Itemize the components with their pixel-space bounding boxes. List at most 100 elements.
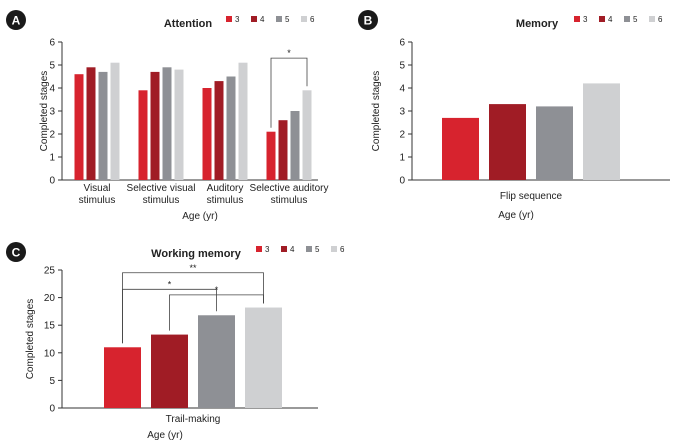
legend-label-4: 4 bbox=[608, 15, 613, 24]
y-tick-label: 1 bbox=[49, 153, 55, 164]
bar-5-cat0 bbox=[198, 315, 235, 408]
significance-label: * bbox=[215, 285, 219, 295]
y-tick-label: 10 bbox=[44, 348, 56, 359]
chart-panel-a: A Attention 3 4 5 6 0 1 2 3 4 5 6 Completed stages Vis… bbox=[6, 10, 328, 222]
legend-label-6: 6 bbox=[340, 245, 345, 254]
y-tick-label: 5 bbox=[49, 376, 55, 387]
significance-label: * bbox=[287, 48, 291, 58]
legend-swatch-3 bbox=[226, 16, 232, 22]
significance-bracket bbox=[122, 288, 217, 344]
x-category-label: Trail-making bbox=[166, 414, 221, 425]
legend-label-3: 3 bbox=[235, 15, 240, 24]
x-category-label: stimulus bbox=[271, 195, 308, 206]
legend-label-6: 6 bbox=[310, 15, 315, 24]
y-axis-label: Completed stages bbox=[39, 71, 50, 152]
panel-badge bbox=[358, 10, 378, 30]
y-tick-label: 2 bbox=[399, 130, 405, 141]
legend-swatch-6 bbox=[331, 246, 337, 252]
significance-bracket bbox=[169, 294, 264, 331]
chart-panel-b: B Memory 3 4 5 6 0 1 2 3 4 5 6 Completed stages Flip s… bbox=[358, 10, 670, 221]
y-tick-label: 2 bbox=[49, 130, 55, 141]
legend-swatch-4 bbox=[251, 16, 257, 22]
significance-bracket bbox=[122, 272, 264, 344]
bar-4-cat1 bbox=[150, 71, 160, 180]
legend-label-3: 3 bbox=[583, 15, 588, 24]
bar-3-cat3 bbox=[266, 131, 276, 180]
bar-6-cat0 bbox=[110, 62, 120, 181]
y-tick-label: 15 bbox=[44, 321, 56, 332]
x-category-label: stimulus bbox=[143, 195, 180, 206]
y-tick-label: 5 bbox=[49, 61, 55, 72]
bar-6-cat0 bbox=[245, 307, 282, 408]
bar-4-cat0 bbox=[86, 67, 96, 180]
y-tick-label: 5 bbox=[399, 61, 405, 72]
y-axis-label: Completed stages bbox=[371, 71, 382, 152]
legend-swatch-5 bbox=[276, 16, 282, 22]
x-category-label: stimulus bbox=[79, 195, 116, 206]
legend-label-4: 4 bbox=[290, 245, 295, 254]
significance-label: * bbox=[168, 279, 172, 289]
bar-6-cat1 bbox=[174, 69, 184, 180]
y-tick-label: 0 bbox=[49, 404, 55, 415]
bar-4-cat0 bbox=[151, 334, 188, 408]
legend-label-5: 5 bbox=[315, 245, 320, 254]
y-tick-label: 1 bbox=[399, 153, 405, 164]
y-tick-label: 0 bbox=[399, 176, 405, 187]
bar-3-cat0 bbox=[74, 74, 84, 180]
y-tick-label: 6 bbox=[399, 38, 405, 49]
y-tick-label: 4 bbox=[399, 84, 405, 95]
y-axis-label: Completed stages bbox=[25, 299, 36, 380]
y-tick-label: 25 bbox=[44, 266, 56, 277]
legend-swatch-5 bbox=[624, 16, 630, 22]
panel-letter: A bbox=[12, 14, 21, 28]
bar-3-cat2 bbox=[202, 88, 212, 180]
bar-6-cat2 bbox=[238, 62, 248, 181]
legend-swatch-6 bbox=[301, 16, 307, 22]
bar-4-cat0 bbox=[489, 104, 526, 180]
panel-badge bbox=[6, 10, 26, 30]
x-axis-label: Age (yr) bbox=[147, 430, 183, 441]
bar-3-cat1 bbox=[138, 90, 148, 180]
x-category-label: Flip sequence bbox=[500, 191, 563, 202]
chart-title: Attention bbox=[164, 18, 213, 30]
y-tick-label: 3 bbox=[399, 107, 405, 118]
x-category-label: stimulus bbox=[207, 195, 244, 206]
legend-swatch-5 bbox=[306, 246, 312, 252]
x-category-label: Selective auditory bbox=[250, 183, 329, 194]
legend-label-3: 3 bbox=[265, 245, 270, 254]
legend-swatch-4 bbox=[599, 16, 605, 22]
bar-5-cat1 bbox=[162, 67, 172, 180]
x-category-label: Auditory bbox=[207, 183, 244, 194]
x-axis-label: Age (yr) bbox=[498, 210, 534, 221]
panel-letter: B bbox=[364, 14, 373, 28]
panel-letter: C bbox=[12, 246, 21, 260]
legend-swatch-3 bbox=[574, 16, 580, 22]
bar-3-cat0 bbox=[442, 117, 479, 180]
legend-label-5: 5 bbox=[633, 15, 638, 24]
significance-bracket bbox=[270, 57, 308, 128]
chart-panel-c: C Working memory 3 4 5 6 0 5 10 15 20 25 Completed s… bbox=[6, 242, 345, 441]
y-tick-label: 20 bbox=[44, 293, 56, 304]
significance-label: ** bbox=[189, 263, 197, 273]
bar-6-cat3 bbox=[302, 90, 312, 180]
legend-label-4: 4 bbox=[260, 15, 265, 24]
chart-title: Memory bbox=[516, 18, 559, 30]
bar-5-cat3 bbox=[290, 111, 300, 180]
chart-title: Working memory bbox=[151, 248, 242, 260]
bar-6-cat0 bbox=[583, 83, 620, 180]
x-category-label: Visual bbox=[83, 183, 110, 194]
legend-swatch-3 bbox=[256, 246, 262, 252]
bar-3-cat0 bbox=[104, 347, 141, 408]
bar-5-cat2 bbox=[226, 76, 236, 180]
legend-swatch-4 bbox=[281, 246, 287, 252]
y-tick-label: 4 bbox=[49, 84, 55, 95]
x-axis-label: Age (yr) bbox=[182, 211, 218, 222]
x-category-label: Selective visual bbox=[127, 183, 196, 194]
bar-4-cat3 bbox=[278, 120, 288, 180]
panel-badge bbox=[6, 242, 26, 262]
legend-label-5: 5 bbox=[285, 15, 290, 24]
y-tick-label: 3 bbox=[49, 107, 55, 118]
legend-label-6: 6 bbox=[658, 15, 663, 24]
bar-5-cat0 bbox=[536, 106, 573, 180]
